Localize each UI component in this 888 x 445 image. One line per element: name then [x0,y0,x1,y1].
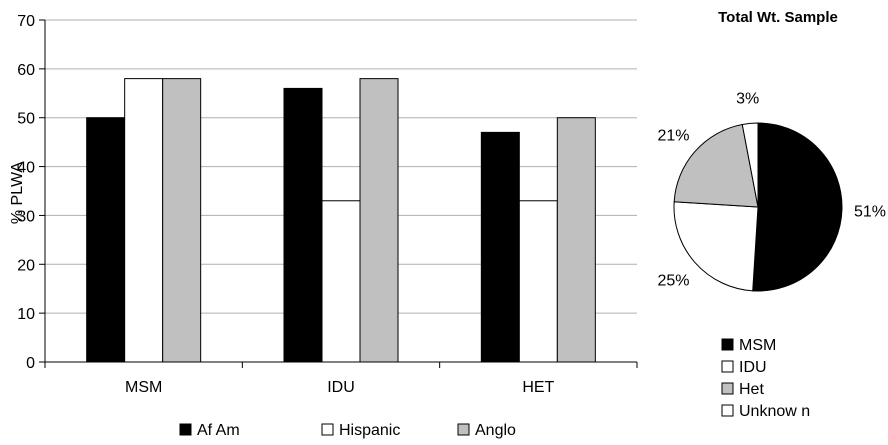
y-tick-label: 40 [17,160,35,177]
legend-swatch [321,423,334,436]
pie-chart-title: Total Wt. Sample [718,9,838,26]
bar [162,78,202,363]
pie-data-label: 21% [657,127,689,144]
bar [86,117,126,363]
bar [359,78,399,363]
pie-data-label: 3% [736,90,759,107]
pie-slice [741,122,759,208]
pie-legend-swatch [721,404,734,417]
y-tick-label: 10 [17,306,35,323]
bar [321,200,361,363]
bar [556,117,596,363]
legend-swatch [457,423,470,436]
y-tick-label: 20 [17,257,35,274]
y-axis-label: % PLWA [9,162,26,225]
y-tick-label: 60 [17,62,35,79]
y-tick-label: 30 [17,208,35,225]
pie-legend-swatch [721,338,734,351]
pie-legend-label: IDU [739,359,767,376]
x-tick-label: IDU [327,379,355,396]
pie-legend-label: Het [739,381,764,398]
legend-label: Hispanic [339,422,400,439]
legend-label: Anglo [475,422,516,439]
pie-slice [673,201,759,292]
bar [480,131,520,363]
y-tick-label: 70 [17,13,35,30]
pie-slice [673,123,759,208]
pie-legend-swatch [721,360,734,373]
y-tick-label: 0 [26,355,35,372]
pie-legend-swatch [721,382,734,395]
bar [283,87,323,363]
bar [518,200,558,363]
legend-swatch [179,423,192,436]
x-tick-label: HET [522,379,554,396]
pie-slice [752,122,843,292]
pie-data-label: 25% [657,273,689,290]
pie-legend-label: MSM [739,337,776,354]
pie-legend-label: Unknow n [739,403,810,420]
y-tick-label: 50 [17,111,35,128]
legend-label: Af Am [197,422,240,439]
pie-data-label: 51% [854,203,886,220]
bar [124,78,164,363]
x-tick-label: MSM [125,379,162,396]
